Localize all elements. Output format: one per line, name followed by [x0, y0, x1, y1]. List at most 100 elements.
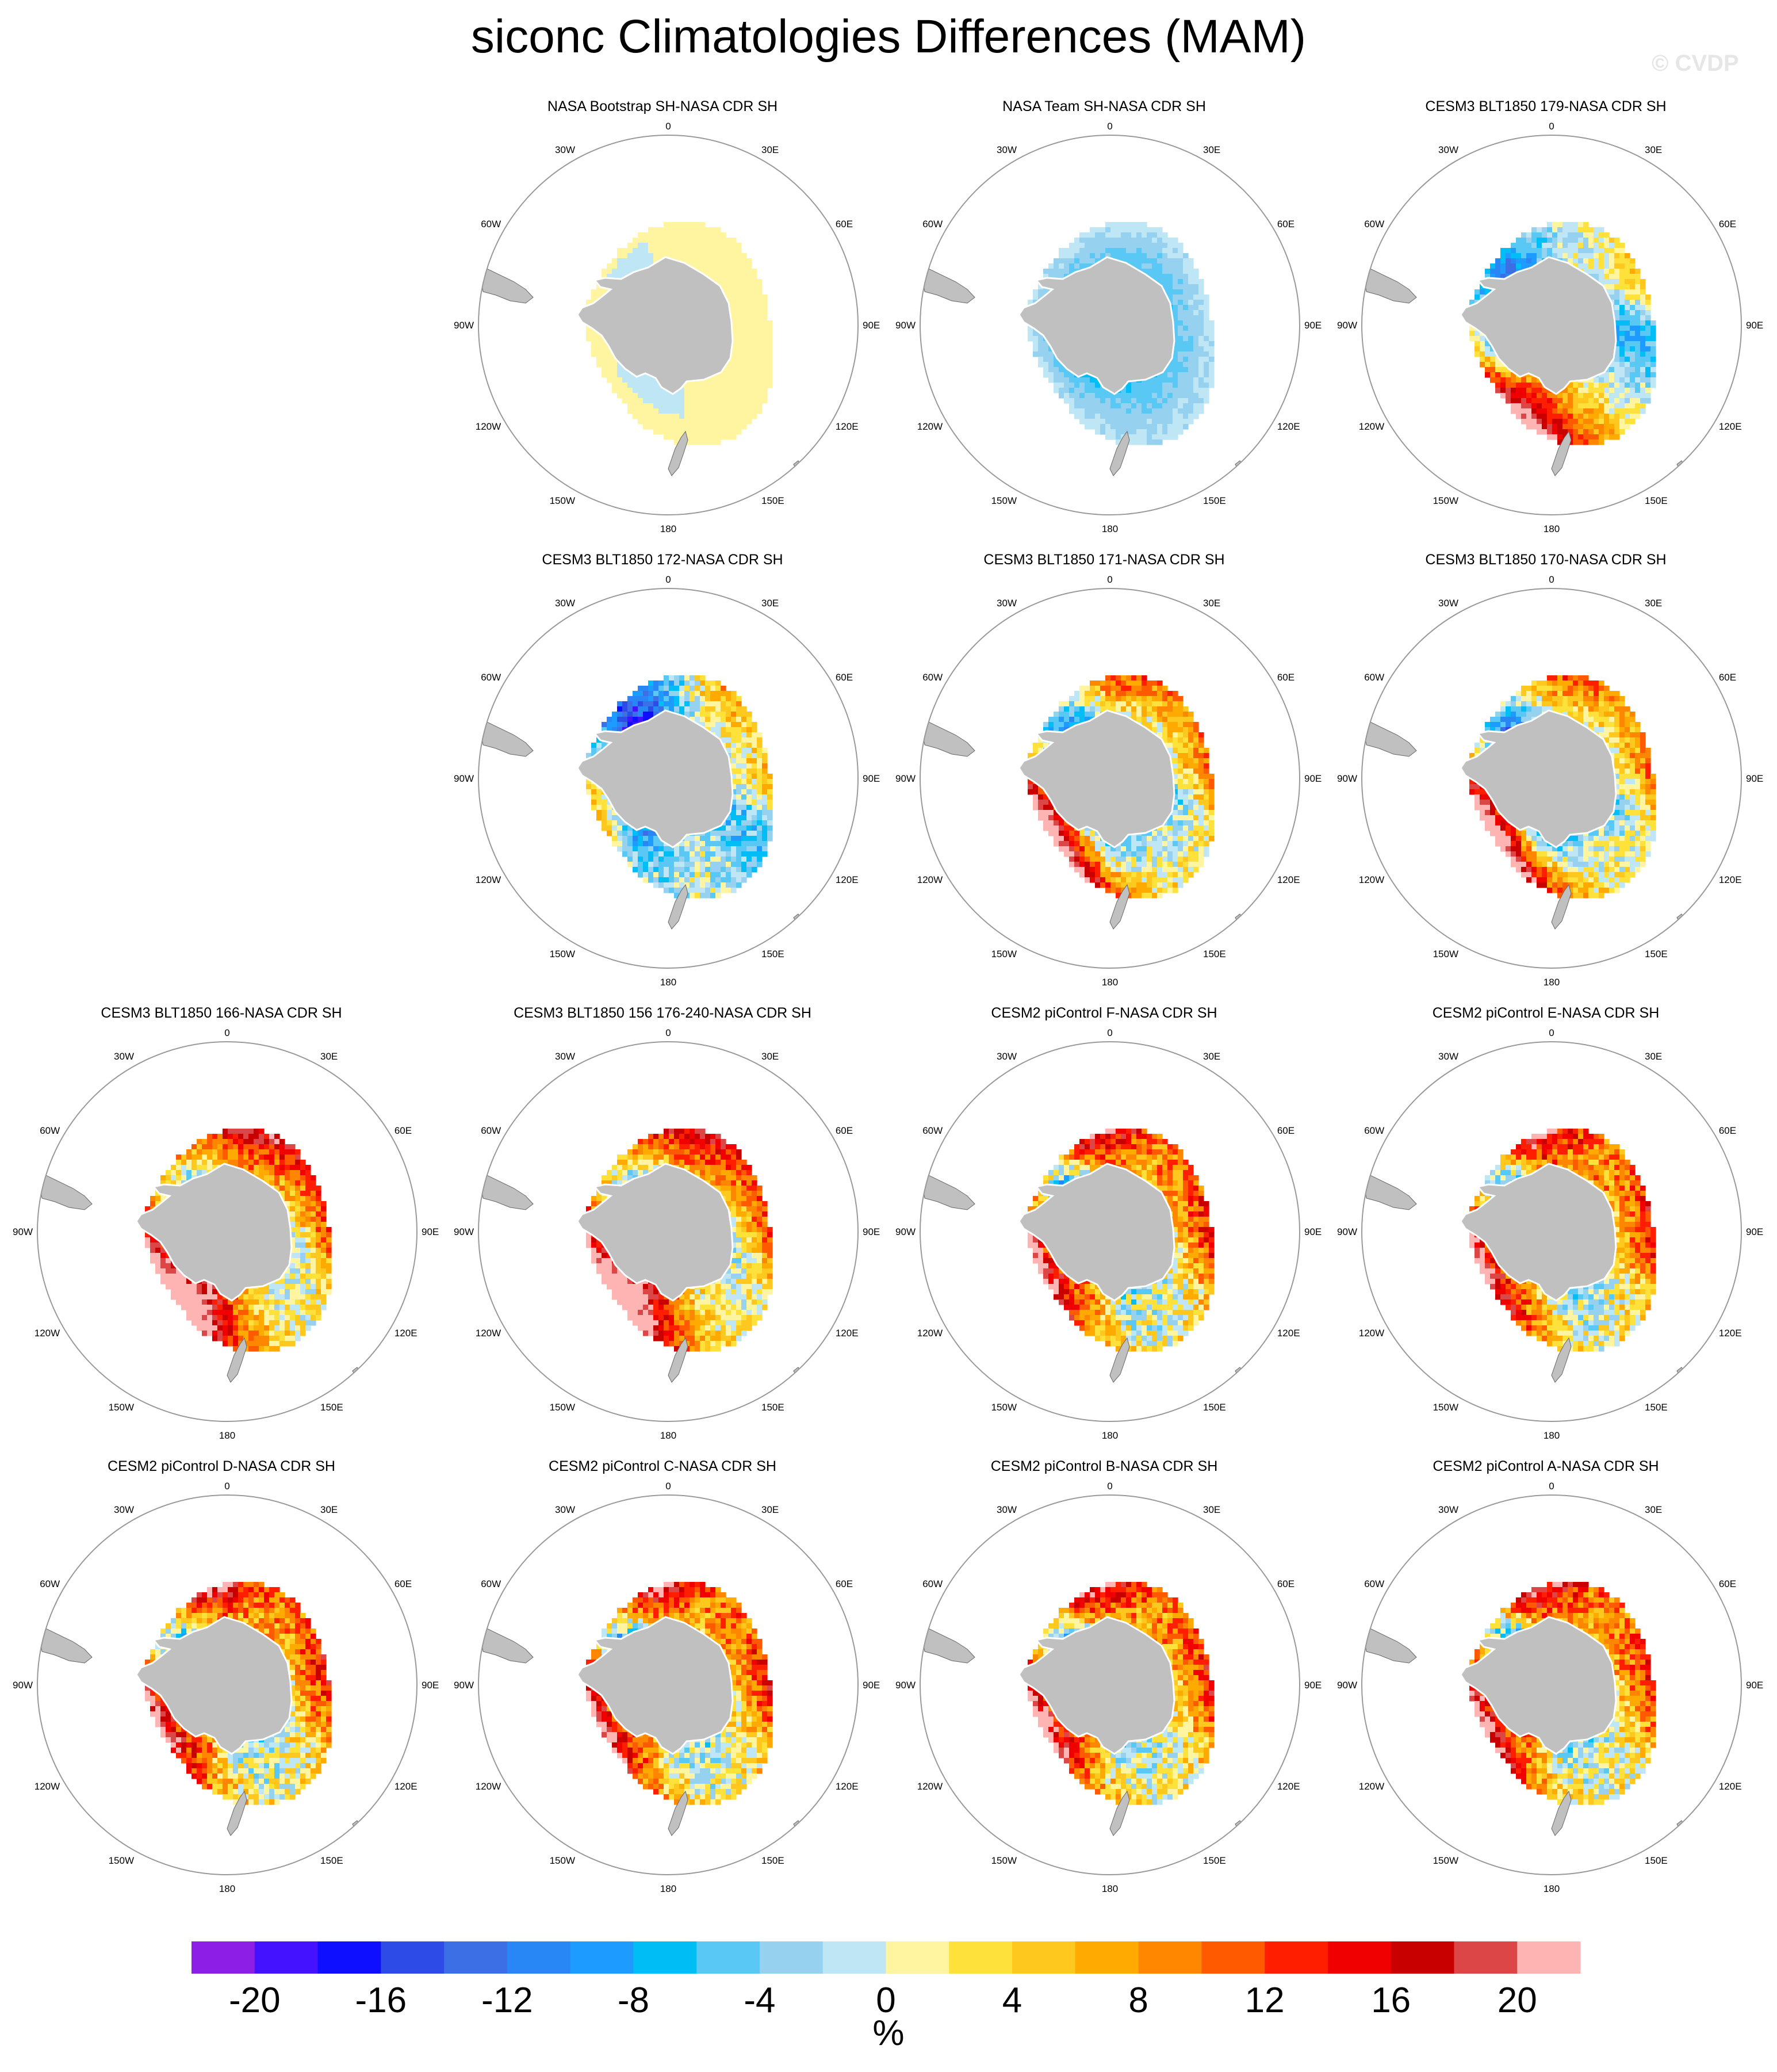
map-panel: CESM2 piControl D-NASA CDR SH 0 30E 60E 90E 1…	[0, 1458, 443, 1895]
colorbar-swatch	[254, 1941, 319, 1974]
longitude-label: 150W	[1433, 949, 1458, 959]
longitude-label: 120E	[836, 421, 859, 432]
longitude-label: 90W	[454, 320, 474, 331]
colorbar-swatch	[1265, 1941, 1328, 1974]
longitude-label: 150W	[1433, 1402, 1458, 1413]
new-zealand-landmass	[227, 1337, 247, 1383]
longitude-label: 30W	[555, 1504, 575, 1515]
south-america-landmass	[478, 1171, 534, 1210]
south-america-landmass	[1362, 1171, 1417, 1210]
new-zealand-landmass	[1109, 430, 1130, 476]
longitude-label: 120W	[917, 1781, 943, 1792]
colorbar-tick-label: -12	[481, 1981, 533, 2020]
longitude-label: 150E	[1203, 1402, 1226, 1413]
sea-ice-anomaly-field	[1028, 1129, 1215, 1352]
longitude-label: 150E	[1645, 1855, 1668, 1866]
longitude-label: 180	[1544, 1883, 1560, 1894]
longitude-label: 120E	[395, 1328, 418, 1339]
south-america-landmass	[1362, 264, 1417, 304]
longitude-label: 90W	[1337, 773, 1357, 784]
longitude-label: 0	[1549, 1481, 1554, 1492]
south-america-landmass	[478, 264, 534, 304]
longitude-label: 120W	[35, 1781, 60, 1792]
panel-title: CESM2 piControl C-NASA CDR SH	[549, 1458, 776, 1474]
colorbar-swatch	[1327, 1941, 1392, 1974]
map-panel: CESM3 BLT1850 179-NASA CDR SH 0 30E 60E 90E 1…	[1324, 98, 1767, 535]
longitude-label: 30E	[1203, 144, 1220, 155]
longitude-label: 90E	[1304, 773, 1322, 784]
longitude-label: 30W	[1438, 598, 1458, 609]
south-america-landmass	[37, 1171, 93, 1210]
watermark: © CVDP	[1652, 51, 1739, 76]
polar-map: 0 30E 60E 90E 120E 150E 180 150W 120W 90W 60W 30W	[13, 1027, 439, 1441]
longitude-label: 0	[665, 1481, 671, 1492]
polar-map: 0 30E 60E 90E 120E 150E 180 150W 120W 90W 60W 30W	[895, 121, 1322, 534]
antarctica-landmass	[1018, 256, 1175, 395]
map-frame	[37, 1494, 418, 1875]
longitude-label: 90E	[1304, 1680, 1322, 1691]
colorbar-swatch	[1075, 1941, 1139, 1974]
longitude-label: 0	[665, 1027, 671, 1038]
longitude-label: 150W	[991, 1402, 1017, 1413]
longitude-label: 120E	[1719, 1328, 1742, 1339]
map-frame	[478, 1494, 859, 1875]
antarctica-landmass	[1460, 256, 1617, 395]
colorbar-swatch	[949, 1941, 1013, 1974]
longitude-label: 150W	[991, 495, 1017, 506]
longitude-label: 30W	[555, 1051, 575, 1062]
map-frame	[920, 1494, 1300, 1875]
map-panel: NASA Team SH-NASA CDR SH 0 30E 60E 90E 120E 15…	[883, 98, 1326, 535]
panel-title: CESM2 piControl B-NASA CDR SH	[990, 1458, 1218, 1474]
longitude-label: 150E	[761, 1855, 784, 1866]
longitude-label: 30W	[1438, 1051, 1458, 1062]
antarctica-landmass	[1018, 1616, 1175, 1755]
longitude-label: 30E	[1203, 598, 1220, 609]
map-panel: NASA Bootstrap SH-NASA CDR SH 0 30E 60E 90E 1…	[441, 98, 884, 535]
longitude-label: 120W	[476, 421, 501, 432]
longitude-label: 60W	[1364, 672, 1384, 683]
polar-map: 0 30E 60E 90E 120E 150E 180 150W 120W 90W 60W 30W	[454, 574, 880, 988]
colorbar-swatch	[1391, 1941, 1454, 1974]
colorbar-swatch	[696, 1941, 760, 1974]
panel-title: CESM2 piControl E-NASA CDR SH	[1432, 1005, 1660, 1021]
south-america-landmass	[478, 1624, 534, 1664]
map-panel: CESM3 BLT1850 156 176-240-NASA CDR SH 0 30…	[441, 1004, 884, 1442]
south-america-landmass	[1362, 1624, 1417, 1664]
map-frame	[478, 588, 859, 969]
longitude-label: 180	[1544, 977, 1560, 988]
longitude-label: 150W	[550, 1855, 575, 1866]
longitude-label: 150E	[761, 1402, 784, 1413]
longitude-label: 150E	[1203, 1855, 1226, 1866]
longitude-label: 120W	[1359, 1328, 1384, 1339]
panel-title: CESM3 BLT1850 170-NASA CDR SH	[1425, 552, 1667, 568]
colorbar-swatch	[1201, 1941, 1265, 1974]
longitude-label: 120W	[1359, 874, 1384, 885]
longitude-label: 90E	[1304, 320, 1322, 331]
longitude-label: 120W	[917, 874, 943, 885]
longitude-label: 150W	[109, 1855, 134, 1866]
polar-map: 0 30E 60E 90E 120E 150E 180 150W 120W 90W 60W 30W	[1337, 1481, 1763, 1894]
longitude-label: 120E	[395, 1781, 418, 1792]
map-frame	[1361, 1494, 1742, 1875]
longitude-label: 90E	[1746, 1680, 1763, 1691]
longitude-label: 120W	[1359, 421, 1384, 432]
colorbar-unit-label: %	[872, 2013, 905, 2053]
longitude-label: 60W	[922, 672, 943, 683]
longitude-label: 150E	[1645, 1402, 1668, 1413]
antarctica-landmass	[1460, 709, 1617, 848]
longitude-label: 60E	[836, 672, 853, 683]
colorbar-swatch	[317, 1941, 381, 1974]
longitude-label: 60E	[1719, 1578, 1736, 1589]
map-frame	[920, 135, 1300, 515]
south-america-landmass	[920, 1624, 975, 1664]
antarctica-landmass	[1018, 1163, 1175, 1302]
longitude-label: 30E	[761, 1051, 779, 1062]
colorbar-tick-label: 12	[1245, 1981, 1285, 2020]
longitude-label: 120W	[476, 874, 501, 885]
longitude-label: 60W	[481, 672, 501, 683]
longitude-label: 180	[1102, 1430, 1118, 1441]
new-zealand-landmass	[668, 430, 688, 476]
panel-title: NASA Bootstrap SH-NASA CDR SH	[547, 98, 778, 114]
panel-title: CESM2 piControl D-NASA CDR SH	[108, 1458, 335, 1474]
longitude-label: 30W	[997, 598, 1017, 609]
